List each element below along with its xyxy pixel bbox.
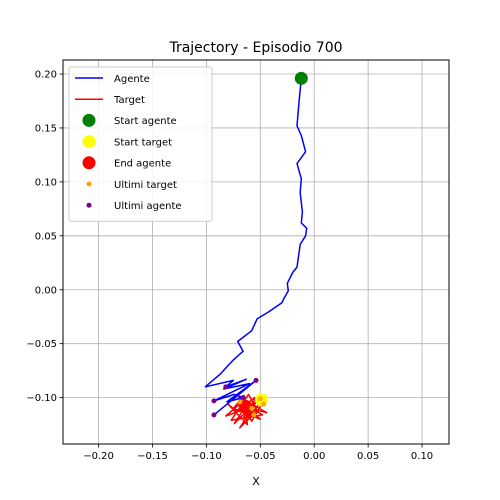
- chart-title: Trajectory - Episodio 700: [168, 40, 342, 56]
- x-tick-label: 0.05: [357, 451, 379, 462]
- y-axis-label: Y: [0, 248, 1, 256]
- legend-label-ultimi_target: Ultimi target: [114, 180, 177, 191]
- legend-swatch-ultimi_target: [86, 181, 92, 187]
- legend-swatch-start_target: [82, 135, 96, 149]
- ultimi-target-point: [251, 412, 257, 418]
- y-tick-label: 0.20: [35, 70, 57, 81]
- start-agente-marker: [294, 71, 308, 85]
- ultimi-target-point: [249, 405, 255, 411]
- plot-frame: [62, 59, 450, 445]
- ultimi-target-point: [237, 399, 243, 405]
- legend-label-start_target: Start target: [114, 137, 172, 148]
- y-tick-label: 0.00: [35, 285, 57, 296]
- ultimi-agente-point: [211, 398, 217, 404]
- series-line-agente: [204, 78, 308, 416]
- x-tick-label: 0.10: [411, 451, 433, 462]
- legend-box: [68, 66, 213, 222]
- legend: Agente Target Start agente Start target End …: [68, 66, 213, 222]
- legend-swatch-start_agente: [82, 113, 96, 127]
- y-tick-label: 0.05: [35, 231, 57, 242]
- ultimi-target-point: [261, 401, 267, 407]
- legend-label-agente: Agente: [114, 74, 150, 85]
- y-tick-label: 0.10: [35, 177, 57, 188]
- x-tick-label: −0.05: [245, 451, 276, 462]
- y-tick-label: 0.15: [35, 123, 57, 134]
- y-tick-label: −0.10: [26, 393, 57, 404]
- legend-swatch-ultimi_agente: [86, 202, 92, 208]
- y-tick-label: −0.05: [26, 339, 57, 350]
- legend-label-end_agente: End agente: [114, 159, 171, 170]
- x-tick-label: 0.00: [303, 451, 325, 462]
- x-tick-label: −0.15: [137, 451, 168, 462]
- ticks: −0.20 −0.15 −0.10 −0.05 0.00 0.05 0.10 −0.10 −0.…: [26, 70, 433, 462]
- legend-label-ultimi_agente: Ultimi agente: [114, 201, 182, 212]
- legend-swatch-end_agente: [82, 156, 96, 170]
- legend-label-start_agente: Start agente: [114, 116, 177, 127]
- x-tick-label: −0.20: [83, 451, 114, 462]
- x-axis-label: X: [252, 475, 260, 488]
- ultimi-agente-point: [253, 377, 259, 383]
- marker-layer: [211, 71, 308, 418]
- legend-label-target: Target: [113, 95, 145, 106]
- ultimi-target-point: [257, 396, 263, 402]
- ultimi-agente-point: [211, 412, 217, 418]
- ultimi-agente-point: [240, 395, 246, 401]
- x-tick-label: −0.10: [191, 451, 222, 462]
- ultimi-agente-point: [223, 384, 229, 390]
